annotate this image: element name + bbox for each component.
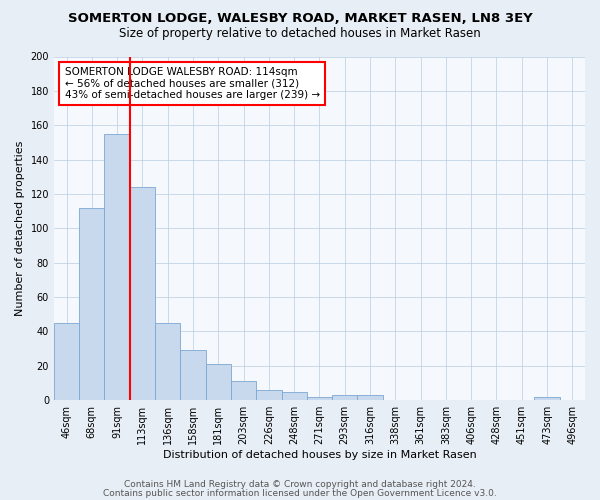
Y-axis label: Number of detached properties: Number of detached properties [15,140,25,316]
Bar [104,134,130,400]
Text: SOMERTON LODGE, WALESBY ROAD, MARKET RASEN, LN8 3EY: SOMERTON LODGE, WALESBY ROAD, MARKET RAS… [68,12,532,26]
Bar [79,208,104,400]
Bar [231,382,256,400]
X-axis label: Distribution of detached houses by size in Market Rasen: Distribution of detached houses by size … [163,450,476,460]
Bar [54,323,79,400]
Text: Contains public sector information licensed under the Open Government Licence v3: Contains public sector information licen… [103,488,497,498]
Bar [130,187,155,400]
Bar [307,397,332,400]
Bar [358,395,383,400]
Text: Contains HM Land Registry data © Crown copyright and database right 2024.: Contains HM Land Registry data © Crown c… [124,480,476,489]
Bar [332,395,358,400]
Bar [181,350,206,400]
Bar [256,390,281,400]
Bar [535,397,560,400]
Bar [155,323,181,400]
Text: Size of property relative to detached houses in Market Rasen: Size of property relative to detached ho… [119,28,481,40]
Bar [281,392,307,400]
Bar [206,364,231,400]
Text: SOMERTON LODGE WALESBY ROAD: 114sqm
← 56% of detached houses are smaller (312)
4: SOMERTON LODGE WALESBY ROAD: 114sqm ← 56… [65,67,320,100]
